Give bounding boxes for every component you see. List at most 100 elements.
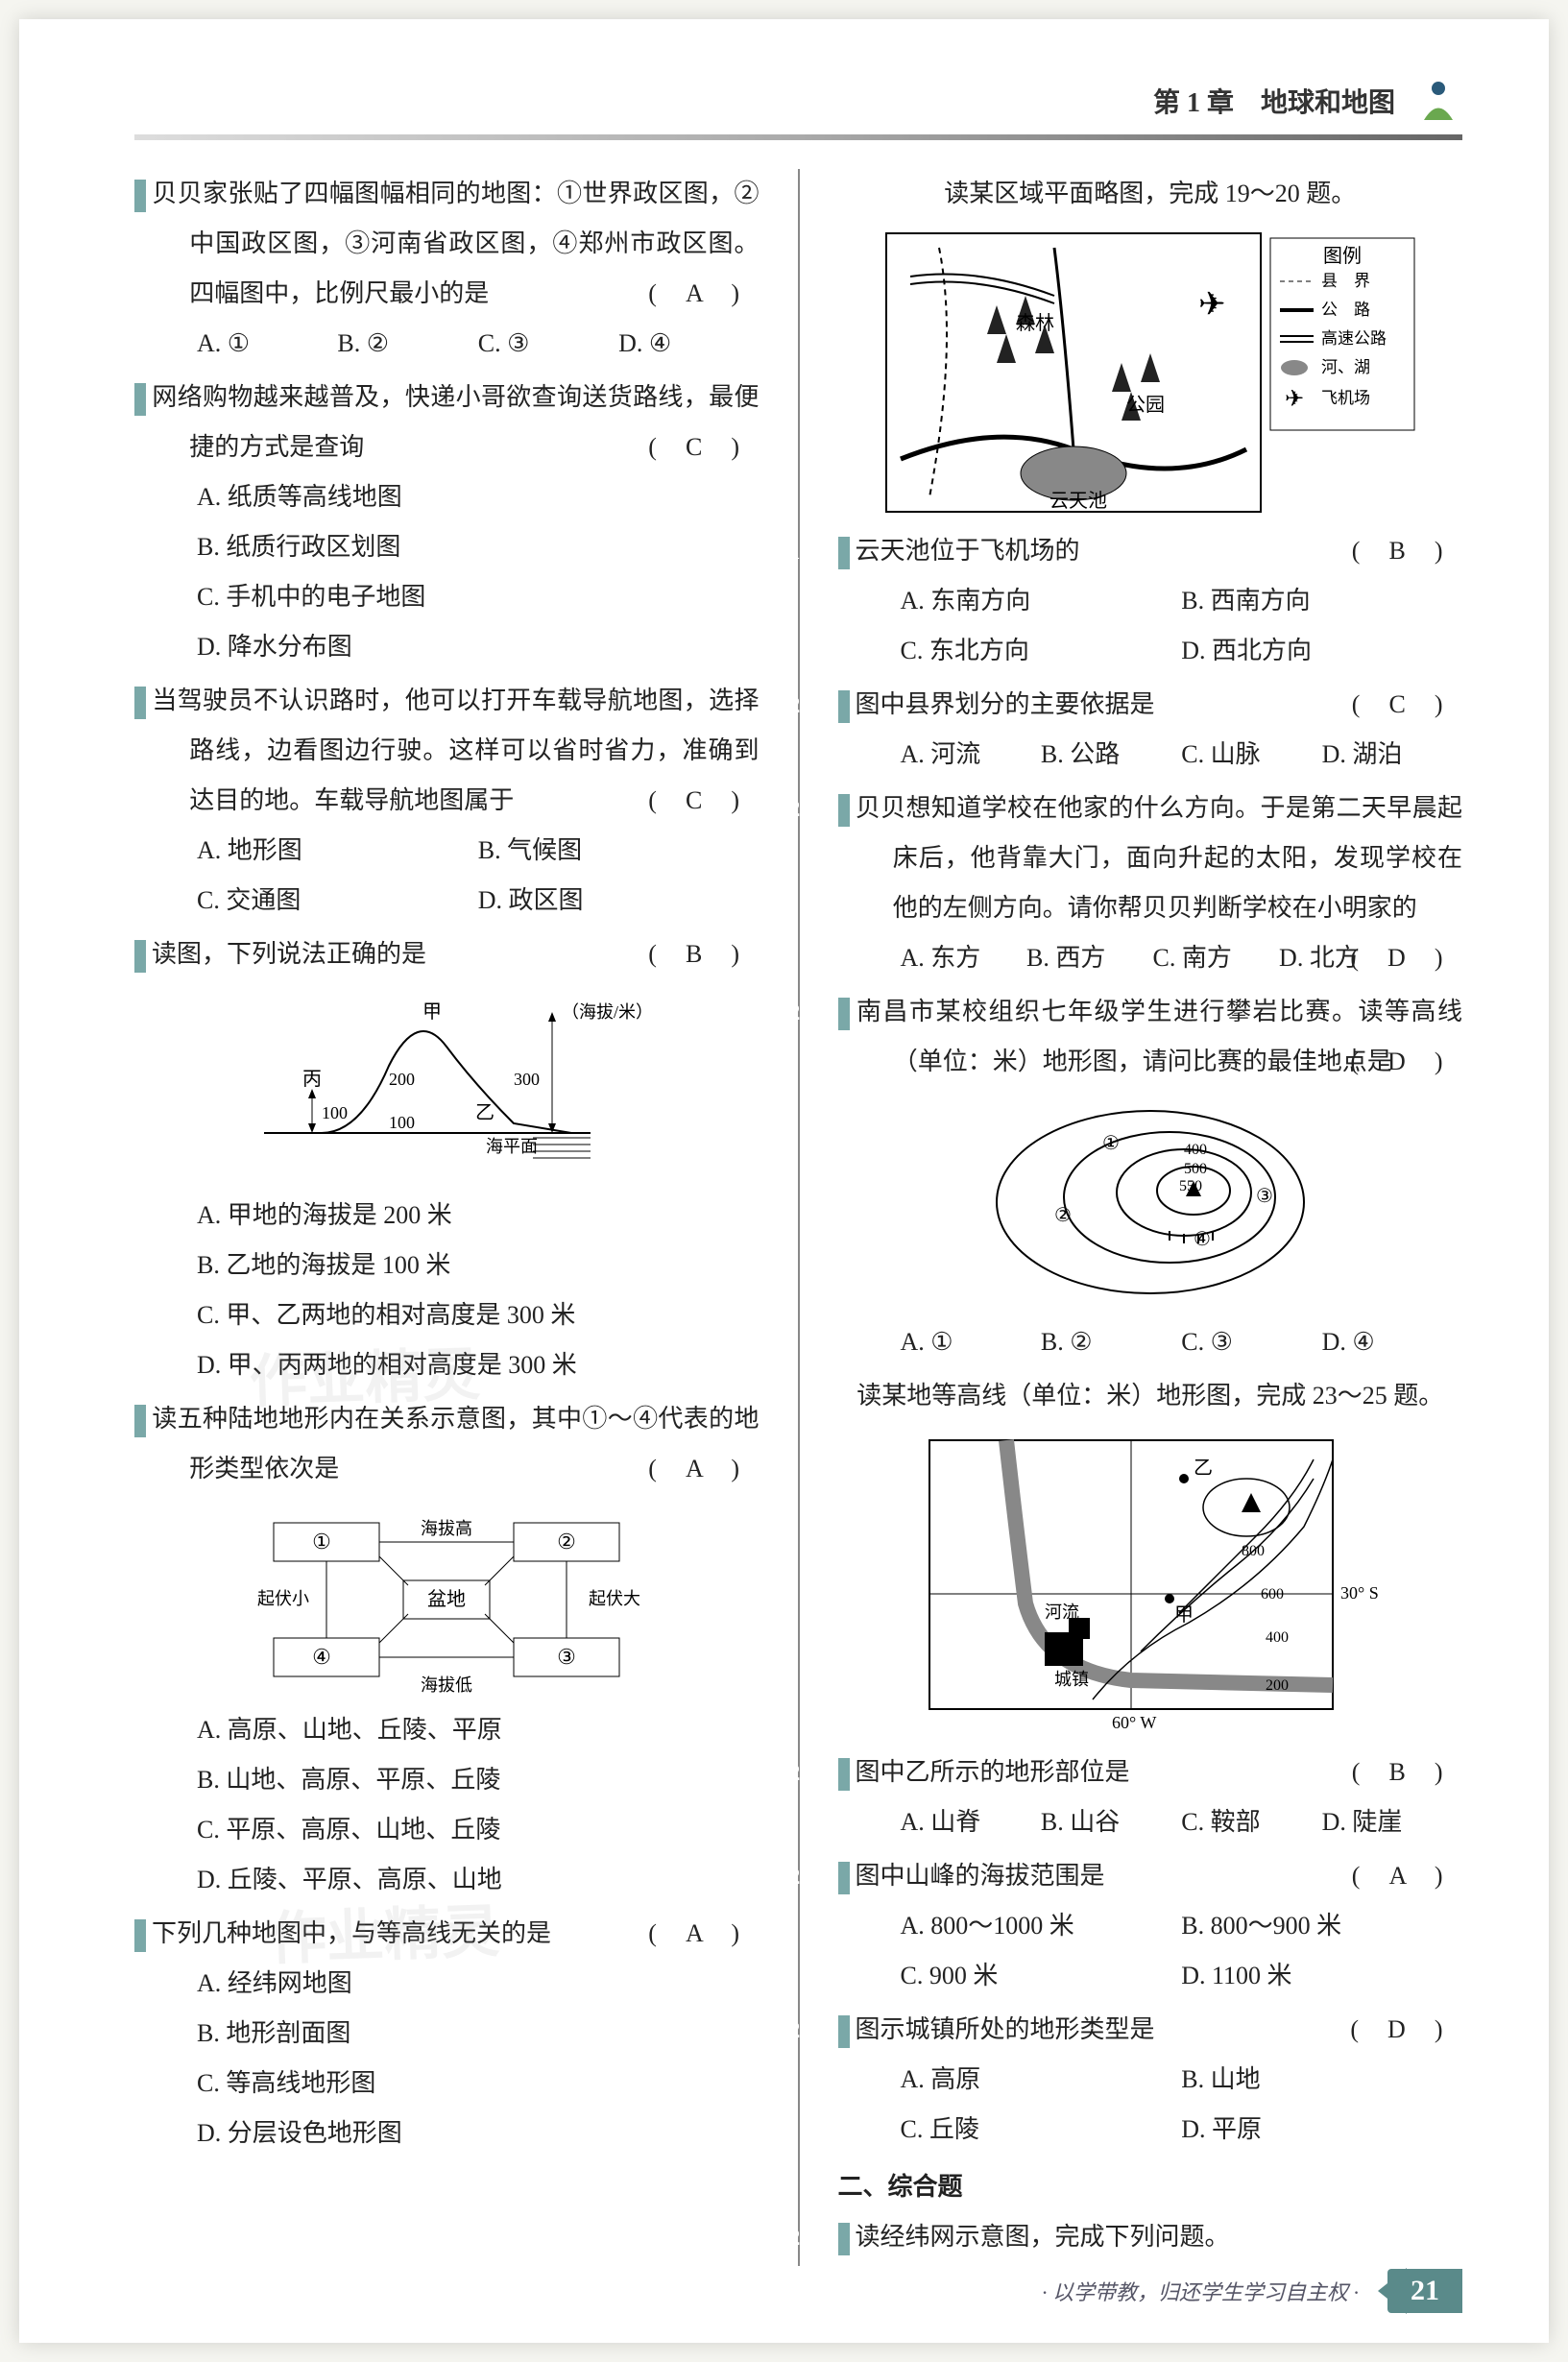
- svg-text:④: ④: [312, 1645, 331, 1669]
- opt: D. 政区图: [478, 876, 760, 926]
- opt: D. 陡崖: [1322, 1797, 1462, 1847]
- svg-text:县 界: 县 界: [1321, 272, 1370, 290]
- opt: A. 纸质等高线地图: [134, 472, 760, 522]
- header-rule: [134, 134, 1462, 140]
- svg-text:公 路: 公 路: [1321, 301, 1370, 319]
- question-26: 26读经纬网示意图，完成下列问题。: [838, 2212, 1463, 2262]
- qnum-badge: 13: [134, 180, 146, 212]
- qnum-badge: 22: [838, 998, 850, 1030]
- q20-answer: ( C ): [1407, 680, 1462, 730]
- svg-text:起伏大: 起伏大: [589, 1589, 640, 1608]
- opt: C. 南方: [1153, 933, 1280, 983]
- opt: B. 西方: [1026, 933, 1153, 983]
- opt: C. 山脉: [1181, 730, 1321, 780]
- svg-text:飞机场: 飞机场: [1321, 389, 1370, 407]
- svg-text:200: 200: [1266, 1677, 1289, 1694]
- opt: B. 山地: [1181, 2055, 1462, 2105]
- opt: C. ③: [478, 319, 618, 369]
- chapter-title: 第 1 章 地球和地图: [1153, 82, 1395, 120]
- opt: C. 交通图: [197, 876, 478, 926]
- svg-text:云天池: 云天池: [1049, 490, 1107, 512]
- question-13: 13贝贝家张贴了四幅图幅相同的地图：①世界政区图，②中国政区图，③河南省政区图，…: [134, 169, 760, 369]
- qnum-badge: 17: [134, 1405, 146, 1437]
- svg-text:图例: 图例: [1323, 245, 1362, 267]
- q23-stem: 图中乙所示的地形部位是: [856, 1758, 1130, 1786]
- section-2-title: 二、综合题: [838, 2162, 1463, 2212]
- label-yi: 乙: [475, 1102, 495, 1123]
- qnum-badge: 23: [838, 1758, 850, 1791]
- question-25: 25图示城镇所处的地形类型是( D ) A. 高原B. 山地 C. 丘陵D. 平…: [838, 2005, 1463, 2155]
- qnum-badge: 14: [134, 383, 146, 416]
- qnum-badge: 21: [838, 794, 850, 827]
- v200: 200: [389, 1070, 415, 1089]
- opt: C. 平原、高原、山地、丘陵: [134, 1805, 760, 1855]
- opt: D. 湖泊: [1322, 730, 1462, 780]
- question-23: 23图中乙所示的地形部位是( B ) A. 山脊 B. 山谷 C. 鞍部 D. …: [838, 1747, 1463, 1847]
- q15-answer: ( C ): [703, 776, 759, 826]
- header-logo-icon: [1414, 77, 1462, 125]
- question-18: 18下列几种地图中，与等高线无关的是( A ) A. 经纬网地图 B. 地形剖面…: [134, 1909, 760, 2158]
- q25-stem: 图示城镇所处的地形类型是: [856, 2015, 1155, 2043]
- opt: A. 甲地的海拔是 200 米: [134, 1191, 760, 1241]
- question-19: 19云天池位于飞机场的( B ) A. 东南方向B. 西南方向 C. 东北方向D…: [838, 526, 1463, 676]
- svg-text:城镇: 城镇: [1054, 1670, 1089, 1689]
- svg-text:400: 400: [1184, 1142, 1207, 1158]
- opt: D. ④: [618, 319, 759, 369]
- opt: A. 东方: [901, 933, 1027, 983]
- intro-text-2: 读某地等高线（单位：米）地形图，完成 23～25 题。: [838, 1371, 1463, 1421]
- page-number: 21: [1387, 2269, 1462, 2313]
- opt: C. 鞍部: [1181, 1797, 1321, 1847]
- opt: D. 平原: [1181, 2105, 1462, 2155]
- opt: C. 900 米: [901, 1951, 1182, 2001]
- label-haiba: （海拔/米）: [562, 1002, 648, 1022]
- q21-answer: ( D ): [1406, 933, 1462, 983]
- qnum-badge: 25: [838, 2015, 850, 2048]
- q22-stem: 南昌市某校组织七年级学生进行攀岩比赛。读等高线（单位：米）地形图，请问比赛的最佳…: [856, 998, 1463, 1075]
- opt: C. ③: [1181, 1317, 1321, 1367]
- svg-text:①: ①: [1102, 1133, 1120, 1154]
- opt: B. 公路: [1041, 730, 1181, 780]
- worksheet-page: 第 1 章 地球和地图 13贝贝家张贴了四幅图幅相同的地图：①世界政区图，②中国…: [19, 19, 1549, 2343]
- q15-options-r2: C. 交通图 D. 政区图: [134, 876, 760, 926]
- svg-text:400: 400: [1266, 1629, 1289, 1646]
- svg-text:公园: 公园: [1126, 395, 1165, 416]
- region-map-figure: ✈ 森林 公园 云天池 图例 县 界 公 路 高速公路 河、湖 ✈飞机场: [838, 229, 1463, 517]
- svg-text:海拔低: 海拔低: [421, 1675, 472, 1695]
- opt: A. 高原: [901, 2055, 1182, 2105]
- page-footer: · 以学带教，归还学生学习自主权 · 21: [1042, 2268, 1462, 2314]
- two-column-layout: 13贝贝家张贴了四幅图幅相同的地图：①世界政区图，②中国政区图，③河南省政区图，…: [134, 169, 1462, 2266]
- q18-answer: ( A ): [703, 1909, 759, 1959]
- q26-stem: 读经纬网示意图，完成下列问题。: [856, 2223, 1230, 2251]
- opt: D. ④: [1322, 1317, 1462, 1367]
- contour-map-figure: 乙 甲 城镇 河流 30° S 60° W 200 400 600 800: [838, 1431, 1463, 1738]
- question-24: 24图中山峰的海拔范围是( A ) A. 800～1000 米B. 800～90…: [838, 1851, 1463, 2001]
- question-21: 21贝贝想知道学校在他家的什么方向。于是第二天早晨起床后，他背靠大门，面向升起的…: [838, 783, 1463, 983]
- qnum-badge: 15: [134, 687, 146, 719]
- q19-stem: 云天池位于飞机场的: [856, 537, 1080, 565]
- question-16: 16读图，下列说法正确的是( B ) 甲 乙: [134, 929, 760, 1390]
- label-bing: 丙: [302, 1069, 322, 1090]
- q19-answer: ( B ): [1407, 526, 1462, 576]
- opt: A. ①: [197, 319, 337, 369]
- q17-answer: ( A ): [703, 1444, 759, 1494]
- svg-text:河流: 河流: [1045, 1603, 1079, 1622]
- q25-answer: ( D ): [1406, 2005, 1462, 2055]
- opt: D. 甲、丙两地的相对高度是 300 米: [134, 1340, 760, 1390]
- opt: A. 经纬网地图: [134, 1959, 760, 2009]
- opt: B. 纸质行政区划图: [134, 522, 760, 572]
- q23-answer: ( B ): [1407, 1747, 1462, 1797]
- opt: C. 手机中的电子地图: [134, 572, 760, 622]
- q22-figure: ① ② ③ ④ 400 500 550: [838, 1097, 1463, 1308]
- svg-text:30° S: 30° S: [1340, 1583, 1379, 1603]
- q14-answer: ( C ): [703, 422, 759, 472]
- opt: D. 1100 米: [1181, 1951, 1462, 2001]
- question-17: 17读五种陆地地形内在关系示意图，其中①～④代表的地形类型依次是( A ): [134, 1394, 760, 1905]
- opt: B. 气候图: [478, 826, 760, 876]
- q24-stem: 图中山峰的海拔范围是: [856, 1862, 1105, 1890]
- page-header: 第 1 章 地球和地图: [134, 77, 1462, 125]
- svg-text:✈: ✈: [1285, 387, 1304, 412]
- svg-text:550: 550: [1179, 1178, 1202, 1194]
- svg-text:乙: 乙: [1194, 1458, 1213, 1479]
- svg-text:②: ②: [557, 1530, 576, 1554]
- opt: B. 地形剖面图: [134, 2009, 760, 2059]
